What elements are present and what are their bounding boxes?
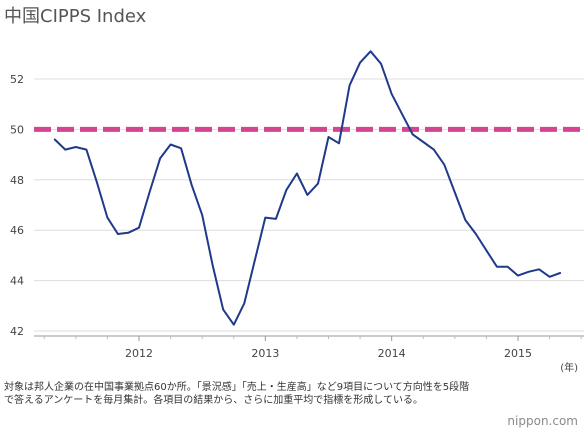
series-layer	[53, 50, 562, 326]
y-tick-label-52: 52	[10, 73, 24, 86]
x-tick-label-2013: 2013	[251, 347, 279, 360]
y-tick-label-50: 50	[10, 123, 24, 136]
x-tick-label-2015: 2015	[504, 347, 532, 360]
x-tick-label-2014: 2014	[378, 347, 406, 360]
x-axis-unit-label: (年)	[560, 363, 578, 374]
tick-labels: 42 44 46 48 50 52 2012 2013 2014 2015	[10, 73, 532, 360]
y-tick-label-42: 42	[10, 325, 24, 338]
y-tick-label-46: 46	[10, 224, 24, 237]
chart-title: 中国CIPPS Index	[4, 6, 147, 27]
series-line-0	[53, 50, 562, 326]
brand-credit: nippon.com	[507, 414, 578, 428]
y-tick-label-44: 44	[10, 275, 24, 288]
axes	[34, 335, 584, 341]
y-tick-label-48: 48	[10, 174, 24, 187]
gridlines	[34, 78, 584, 332]
x-tick-label-2012: 2012	[125, 347, 153, 360]
footnote: 対象は邦人企業の在中国事業拠点60か所。「景況感」「売上・生産高」など9項目につ…	[4, 382, 470, 406]
